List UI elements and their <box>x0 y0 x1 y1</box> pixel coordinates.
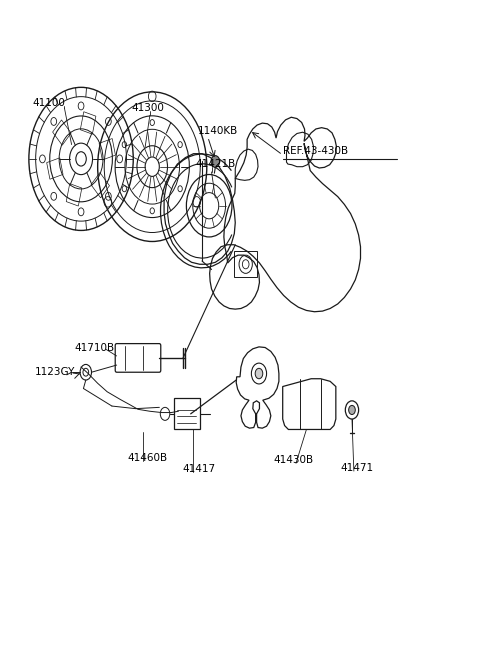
Text: 1123GY: 1123GY <box>35 367 75 377</box>
Circle shape <box>211 155 219 167</box>
Text: 41417: 41417 <box>182 464 215 474</box>
Text: REF.43-430B: REF.43-430B <box>283 146 348 155</box>
Text: 41710B: 41710B <box>75 343 115 353</box>
Circle shape <box>348 405 355 415</box>
Text: 41300: 41300 <box>132 103 165 113</box>
Bar <box>174 398 200 430</box>
Text: 41471: 41471 <box>341 463 374 473</box>
Text: 41100: 41100 <box>32 98 65 108</box>
Text: 41430B: 41430B <box>273 455 313 465</box>
Text: 1140KB: 1140KB <box>198 126 239 136</box>
Text: 41460B: 41460B <box>127 453 167 463</box>
Text: 41421B: 41421B <box>195 159 236 169</box>
Circle shape <box>255 368 263 379</box>
